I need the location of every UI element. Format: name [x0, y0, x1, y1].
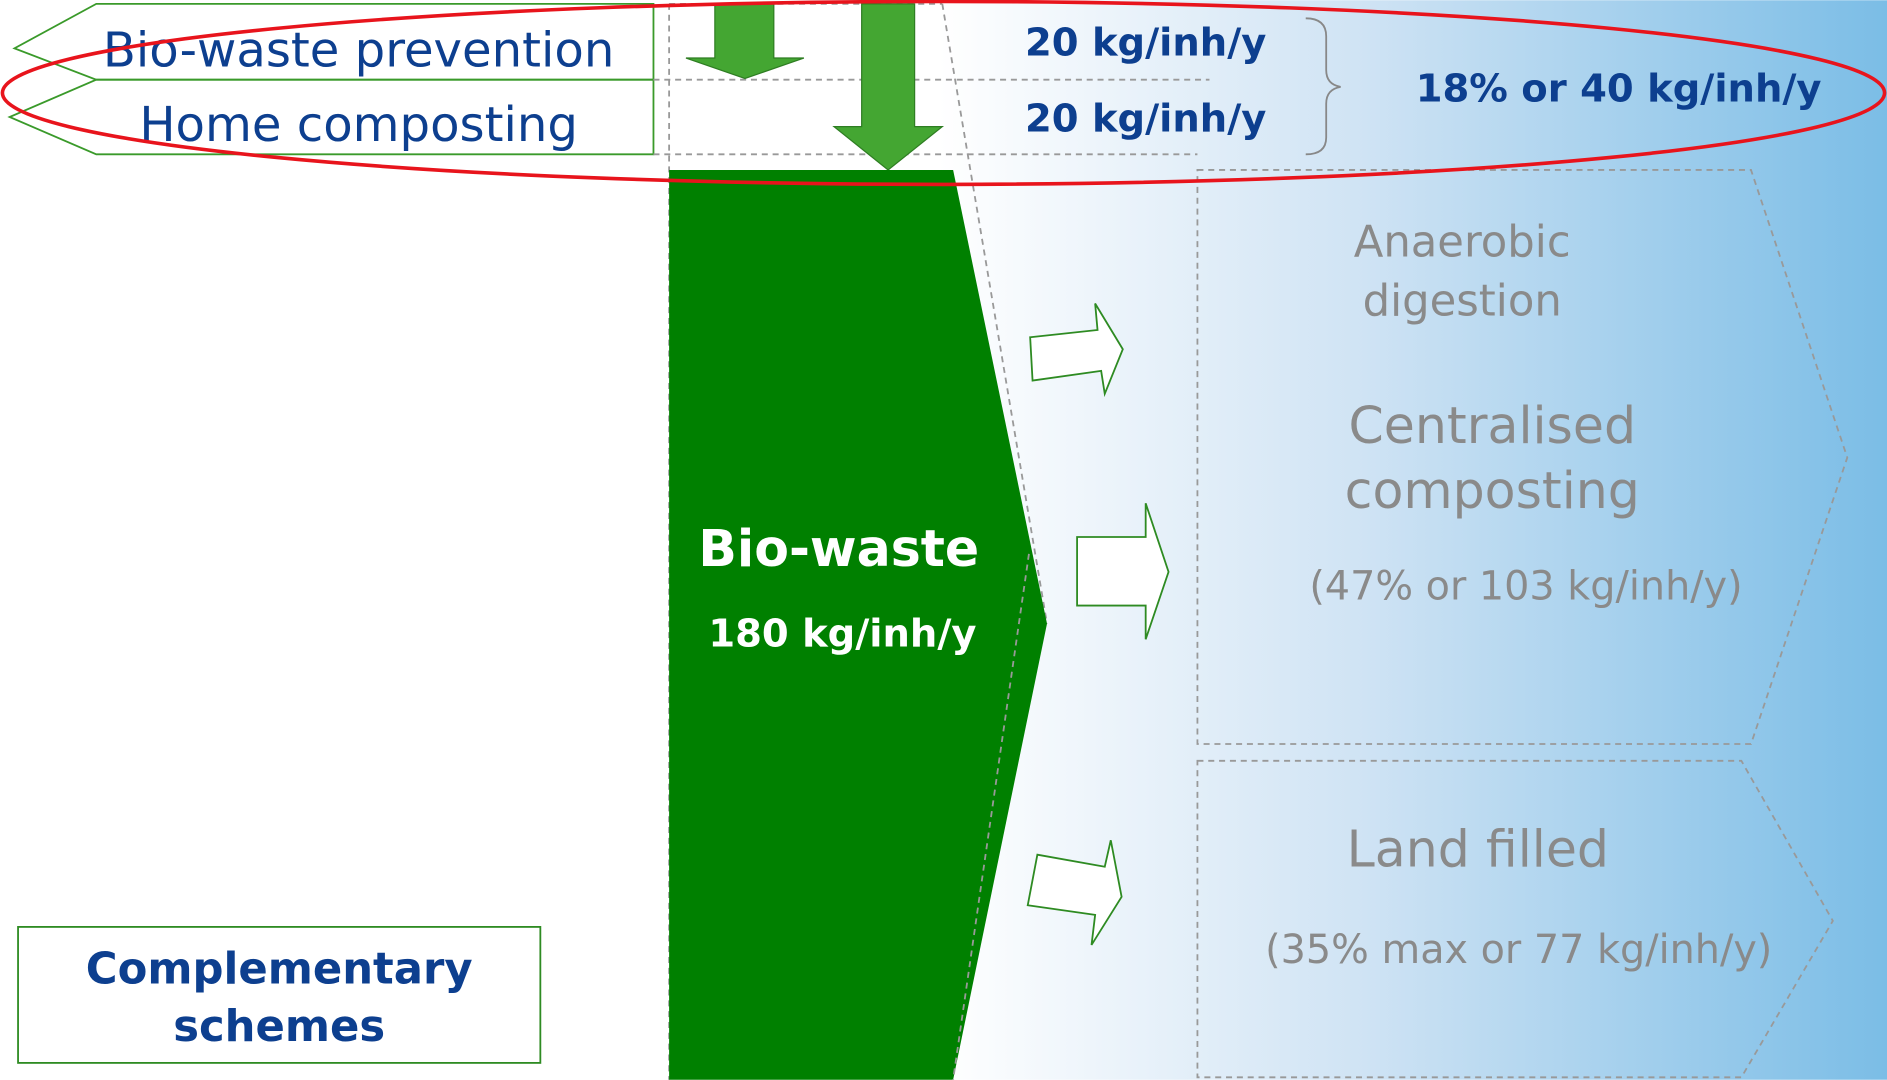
landfill-label: Land filled	[1347, 820, 1609, 879]
prevention-amount: 20 kg/inh/y	[1025, 21, 1266, 66]
flow-arrow	[1076, 503, 1170, 640]
anaerobic-label: Anaerobic	[1354, 218, 1571, 268]
home-amount: 20 kg/inh/y	[1025, 96, 1266, 141]
complementary-label: schemes	[173, 1002, 385, 1052]
complementary-label: Complementary	[86, 944, 473, 994]
prevention-label: Bio-waste prevention	[103, 22, 614, 78]
landfill-share: (35% max or 77 kg/inh/y)	[1265, 927, 1772, 973]
bio-waste-label: Bio-waste	[698, 519, 979, 578]
arrow-down	[685, 3, 805, 80]
treatment-box	[1196, 169, 1849, 745]
flow-arrow	[1029, 303, 1124, 398]
composting-share: (47% or 103 kg/inh/y)	[1309, 564, 1742, 610]
bio-waste-block	[669, 169, 1047, 1080]
flow-arrow	[1026, 840, 1123, 946]
brace	[1305, 17, 1341, 156]
home-label: Home composting	[139, 97, 578, 153]
anaerobic-label: digestion	[1363, 277, 1562, 327]
arrow-down	[832, 3, 945, 171]
bio-waste-amount: 180 kg/inh/y	[708, 612, 976, 657]
guide	[952, 553, 1030, 1080]
composting-label: Centralised	[1349, 396, 1637, 455]
landfill-box	[1196, 759, 1834, 1079]
composting-label: composting	[1345, 461, 1640, 520]
total-amount: 18% or 40 kg/inh/y	[1416, 66, 1822, 111]
highlight-ellipse	[0, 0, 1887, 187]
guide	[941, 3, 1048, 624]
complementary-box	[17, 926, 542, 1064]
